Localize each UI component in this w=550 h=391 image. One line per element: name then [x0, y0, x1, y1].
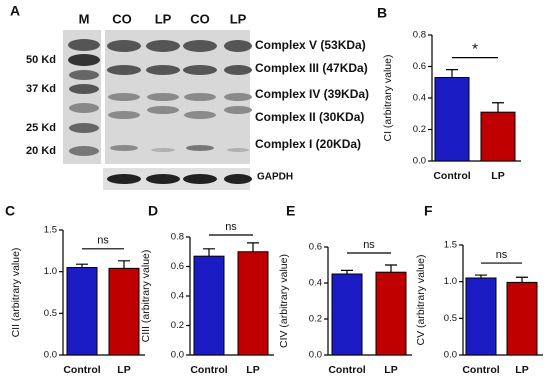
x-tick-label: LP — [117, 364, 130, 376]
bar — [375, 271, 407, 356]
lane-label: M — [79, 11, 90, 26]
lane-label: LP — [230, 11, 247, 26]
y-axis-label: CV (arbitrary value) — [415, 254, 427, 345]
bar — [480, 111, 516, 162]
y-tick-label: 0.8 — [413, 30, 426, 41]
y-tick-label: 0.6 — [413, 61, 426, 72]
y-tick-label: 0.0 — [413, 156, 426, 167]
marker-label: 50 Kd — [26, 54, 56, 66]
panel-letter: E — [286, 203, 295, 219]
y-tick-label: 0.2 — [171, 320, 184, 331]
y-axis-label: CIV (arbitrary value) — [278, 254, 290, 348]
error-bar — [385, 264, 397, 273]
x-tick-label: Control — [462, 364, 499, 376]
bar — [237, 251, 269, 356]
loading-label: GAPDH — [257, 172, 293, 183]
y-tick-label: 0.4 — [171, 291, 184, 302]
error-bar — [76, 263, 88, 268]
significance-label: ns — [363, 239, 375, 251]
bar — [331, 273, 363, 356]
marker-label: 37 Kd — [26, 83, 56, 95]
x-tick-label: Control — [190, 364, 227, 376]
y-tick-label: 0.6 — [309, 242, 322, 253]
y-tick-label: 0.5 — [44, 308, 57, 319]
bar — [434, 77, 470, 162]
y-tick-label: 0.2 — [413, 124, 426, 135]
y-tick-label: 0.2 — [309, 314, 322, 325]
bar — [66, 267, 98, 356]
lane-label: LP — [155, 11, 172, 26]
y-tick-label: 0.4 — [309, 278, 322, 289]
panel-letter: D — [148, 203, 158, 219]
error-bar — [247, 242, 259, 252]
y-tick-label: 1.0 — [444, 276, 457, 287]
y-tick-label: 0.0 — [309, 350, 322, 361]
error-bar — [516, 276, 528, 283]
bar — [465, 277, 497, 356]
bar — [108, 267, 140, 356]
marker-label: 20 Kd — [26, 145, 56, 157]
complex-label: Complex I (20KDa) — [255, 137, 361, 151]
panel-letter: A — [10, 3, 20, 19]
y-tick-label: 0.0 — [44, 350, 57, 361]
y-tick-label: 1.5 — [44, 225, 57, 236]
x-tick-label: LP — [246, 364, 259, 376]
y-axis-label: CI (arbitrary value) — [382, 55, 394, 142]
y-tick-label: 0.5 — [444, 313, 457, 324]
blot-image — [63, 30, 252, 190]
error-bar — [475, 274, 487, 278]
significance-label: * — [472, 41, 478, 58]
x-tick-label: LP — [491, 170, 504, 182]
significance-label: ns — [496, 249, 508, 261]
significance-label: ns — [97, 235, 109, 247]
panel-letter: C — [5, 203, 15, 219]
x-tick-label: Control — [328, 364, 365, 376]
y-tick-label: 0.0 — [444, 350, 457, 361]
x-tick-label: LP — [515, 364, 528, 376]
panel-letter: F — [424, 203, 433, 219]
complex-label: Complex II (30KDa) — [255, 110, 364, 124]
x-tick-label: Control — [433, 170, 470, 182]
y-tick-label: 0.6 — [171, 261, 184, 272]
bar — [193, 255, 225, 356]
lane-label: CO — [190, 11, 210, 26]
marker-label: 25 Kd — [26, 122, 56, 134]
error-bar — [118, 260, 130, 269]
y-tick-label: 0.4 — [413, 93, 426, 104]
x-tick-label: Control — [63, 364, 100, 376]
complex-label: Complex III (47KDa) — [255, 61, 368, 75]
error-bar — [203, 248, 215, 257]
y-axis-label: CIII (arbitrary value) — [140, 250, 152, 343]
y-tick-label: 0.8 — [171, 232, 184, 243]
error-bar — [341, 269, 353, 274]
x-tick-label: LP — [384, 364, 397, 376]
bar — [506, 281, 538, 356]
error-bar — [446, 69, 458, 78]
y-tick-label: 1.5 — [444, 240, 457, 251]
y-axis-label: CII (arbitrary value) — [10, 248, 22, 338]
error-bar — [492, 102, 504, 113]
y-tick-label: 0.0 — [171, 350, 184, 361]
complex-label: Complex V (53KDa) — [255, 38, 366, 52]
panel-letter: B — [377, 5, 387, 21]
y-tick-label: 1.0 — [44, 266, 57, 277]
complex-label: Complex IV (39KDa) — [255, 87, 369, 101]
significance-label: ns — [225, 221, 237, 233]
lane-label: CO — [112, 11, 132, 26]
